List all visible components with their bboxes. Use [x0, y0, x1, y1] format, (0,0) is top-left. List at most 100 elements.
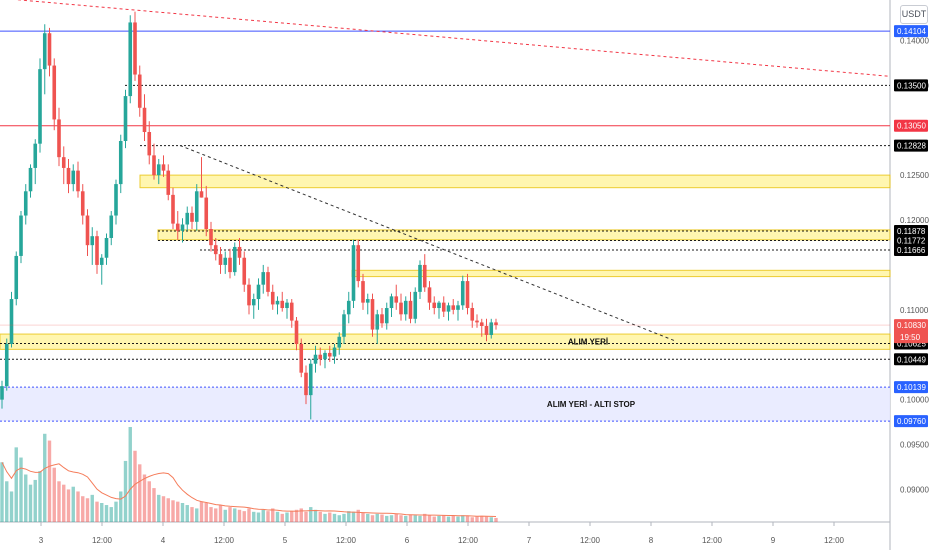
candle	[180, 224, 185, 231]
volume-bar	[361, 512, 365, 522]
candle	[232, 246, 237, 273]
volume-bar	[385, 515, 389, 522]
candle	[318, 354, 323, 360]
y-tick-label: 0.09000	[900, 485, 929, 494]
candle	[209, 229, 213, 246]
last-price-box	[894, 319, 928, 344]
level-price-label: 0.10139	[897, 383, 926, 392]
volume-bar	[418, 515, 422, 522]
volume-bar	[318, 511, 322, 522]
level-price-label: 0.11772	[897, 236, 926, 245]
candle	[342, 314, 346, 337]
candle	[413, 291, 418, 319]
candle	[337, 336, 342, 348]
candle	[270, 291, 275, 305]
candle	[323, 352, 327, 360]
candle	[422, 264, 427, 288]
candle	[460, 281, 465, 306]
candle	[109, 215, 114, 238]
candle	[375, 314, 380, 330]
stop-zone	[0, 387, 890, 422]
candle	[479, 322, 484, 326]
candle	[133, 22, 137, 75]
volume-bar	[389, 515, 394, 522]
candle	[66, 167, 71, 185]
volume-bar	[484, 516, 489, 522]
y-tick-label: 0.12500	[900, 171, 929, 180]
volume-bar	[342, 513, 346, 522]
volume-bar	[33, 479, 37, 522]
volume-bar	[323, 513, 327, 522]
y-tick-label: 0.10000	[900, 396, 929, 405]
volume-bar	[185, 505, 189, 522]
candle	[446, 305, 451, 312]
volume-bar	[176, 501, 180, 522]
candle	[256, 284, 261, 300]
candle	[76, 170, 80, 192]
x-tick-label: 5	[283, 536, 288, 545]
level-price-box	[894, 244, 928, 257]
candle	[228, 257, 232, 273]
volume-bar	[71, 486, 75, 522]
volume-bar	[470, 517, 474, 522]
volume-bar	[223, 509, 227, 522]
candle	[104, 237, 109, 258]
buy-zone	[157, 229, 891, 241]
candle	[484, 325, 489, 335]
candle	[85, 215, 90, 246]
volume-bar	[394, 513, 398, 522]
volume-bar	[252, 511, 256, 522]
candle	[266, 272, 270, 292]
volume-bar	[138, 464, 142, 522]
volume-bar	[85, 498, 90, 522]
level-price-label: 0.12828	[897, 142, 926, 151]
x-tick-label: 12:00	[92, 536, 113, 545]
candle	[437, 302, 441, 309]
x-tick-label: 12:00	[336, 536, 357, 545]
volume-bar	[427, 515, 432, 522]
volume-bar	[480, 515, 484, 522]
level-price-label: 0.10625	[897, 340, 926, 349]
volume-bar	[475, 516, 479, 522]
volume-bar	[437, 515, 441, 522]
volume-bar	[180, 503, 185, 522]
candle	[304, 372, 308, 396]
candle	[451, 305, 456, 310]
level-price-box	[894, 353, 928, 366]
candle	[123, 96, 128, 141]
candle	[95, 236, 99, 265]
volume-bar	[408, 514, 413, 522]
candle	[313, 354, 318, 364]
volume-bar	[104, 505, 109, 522]
volume-bar	[337, 515, 341, 522]
candle	[199, 191, 204, 198]
candle	[280, 300, 285, 309]
x-tick-label: 12:00	[458, 536, 479, 545]
volume-bar	[195, 508, 199, 522]
currency-button[interactable]: USDT	[900, 5, 928, 24]
candle	[137, 74, 142, 108]
candle	[346, 300, 351, 315]
buy-zone	[139, 174, 891, 189]
x-tick-label: 12:00	[702, 536, 723, 545]
candle	[190, 212, 194, 222]
volume-bar	[423, 513, 427, 522]
candle	[28, 167, 33, 192]
candle	[166, 170, 171, 195]
volume-bar	[100, 503, 104, 522]
level-price-label: 0.13500	[897, 81, 926, 90]
volume-bar	[247, 508, 251, 522]
candle	[42, 33, 47, 70]
volume-bar	[266, 511, 270, 522]
x-tick-label: 7	[527, 536, 532, 545]
volume-bar	[242, 511, 246, 522]
candle	[418, 264, 422, 292]
buy-zone	[0, 333, 891, 350]
volume-bar	[313, 509, 318, 522]
volume-bar	[309, 507, 313, 522]
countdown-label: 19:50	[900, 333, 921, 342]
candle	[432, 302, 437, 309]
volume-bar	[28, 484, 33, 522]
